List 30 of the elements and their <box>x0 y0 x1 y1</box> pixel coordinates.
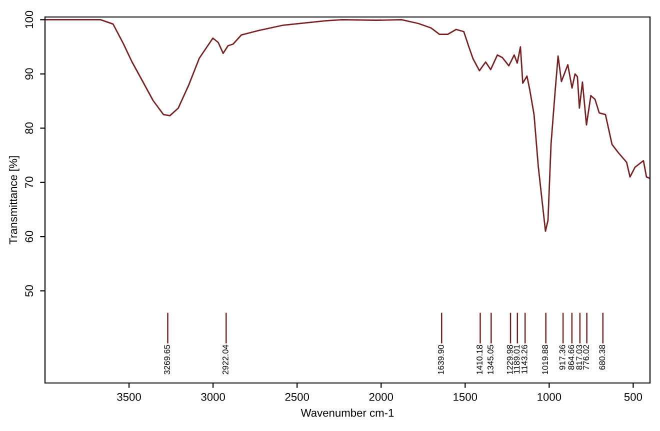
x-tick-label: 2500 <box>285 393 310 401</box>
x-axis-title: Wavenumber cm-1 <box>300 408 394 417</box>
y-tick-label: 50 <box>25 285 34 297</box>
ref-line-label: 1229.98 <box>506 344 513 374</box>
ref-line-label: 2922.04 <box>222 344 228 374</box>
x-tick-label: 3500 <box>117 393 141 401</box>
y-tick-label: 90 <box>25 68 34 80</box>
y-axis-title: Transmittance [%] <box>9 156 20 244</box>
ref-line-label: 1143.26 <box>521 344 528 374</box>
ref-line-label: 864.66 <box>568 344 574 370</box>
ref-line-label: 776.02 <box>583 344 590 370</box>
y-tick-label: 70 <box>25 176 34 188</box>
x-tick-label: 500 <box>624 393 642 401</box>
ref-line-label: 817.03 <box>576 344 582 370</box>
ref-line-label: 680.38 <box>599 344 606 370</box>
ref-line-label: 917.36 <box>559 344 566 370</box>
ref-line-label: 1410.18 <box>476 344 482 374</box>
y-tick-label: 100 <box>25 10 34 28</box>
x-tick-label: 1000 <box>538 393 562 401</box>
y-tick-label: 80 <box>25 122 34 134</box>
ref-line-label: 1639.90 <box>438 344 444 374</box>
ref-line-label: 1189.01 <box>514 344 520 374</box>
ref-line-label: 1345.05 <box>488 344 494 374</box>
line-series <box>45 19 650 232</box>
x-tick-label: 2000 <box>369 393 394 401</box>
y-tick-label: 60 <box>25 230 34 242</box>
ref-line-label: 1019.88 <box>542 344 548 374</box>
x-tick-label: 3000 <box>201 393 225 401</box>
ref-line-label: 3269.65 <box>164 344 170 374</box>
x-tick-label: 1500 <box>454 393 478 401</box>
